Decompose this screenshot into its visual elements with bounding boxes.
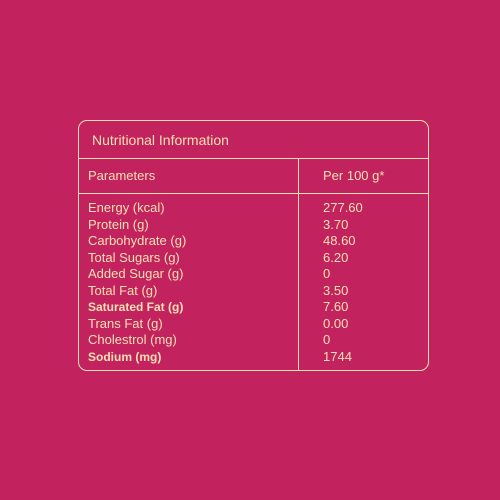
row-label: Saturated Fat (g) <box>88 300 184 314</box>
row-value: 1744 <box>323 348 352 364</box>
row-value: 7.60 <box>323 299 349 314</box>
row-label: Carbohydrate (g) <box>88 233 187 248</box>
row-label: Energy (kcal) <box>88 200 165 215</box>
row-label: Total Fat (g) <box>88 282 158 298</box>
column-divider <box>298 158 299 370</box>
row-value: 0 <box>323 266 331 281</box>
row-value: 277.60 <box>323 200 363 215</box>
row-label: Total Sugars (g) <box>88 249 180 265</box>
row-label: Protein (g) <box>88 216 149 232</box>
row-value: 6.20 <box>323 249 349 265</box>
row-value: 0 <box>323 332 331 347</box>
divider <box>79 193 428 194</box>
row-value: 3.50 <box>323 282 349 298</box>
nutrition-table: Nutritional Information Parameters Per 1… <box>78 120 429 371</box>
divider <box>79 158 428 159</box>
header-cell: Parameters <box>88 168 156 183</box>
row-label: Added Sugar (g) <box>88 266 184 281</box>
row-value: 3.70 <box>323 216 349 232</box>
row-label: Cholestrol (mg) <box>88 332 177 347</box>
row-value: 0.00 <box>323 315 349 331</box>
row-value: 48.60 <box>323 233 356 248</box>
table-title: Nutritional Information <box>92 132 229 148</box>
row-label: Sodium (mg) <box>88 349 162 364</box>
header-cell: Per 100 g* <box>323 168 385 183</box>
row-label: Trans Fat (g) <box>88 315 163 331</box>
